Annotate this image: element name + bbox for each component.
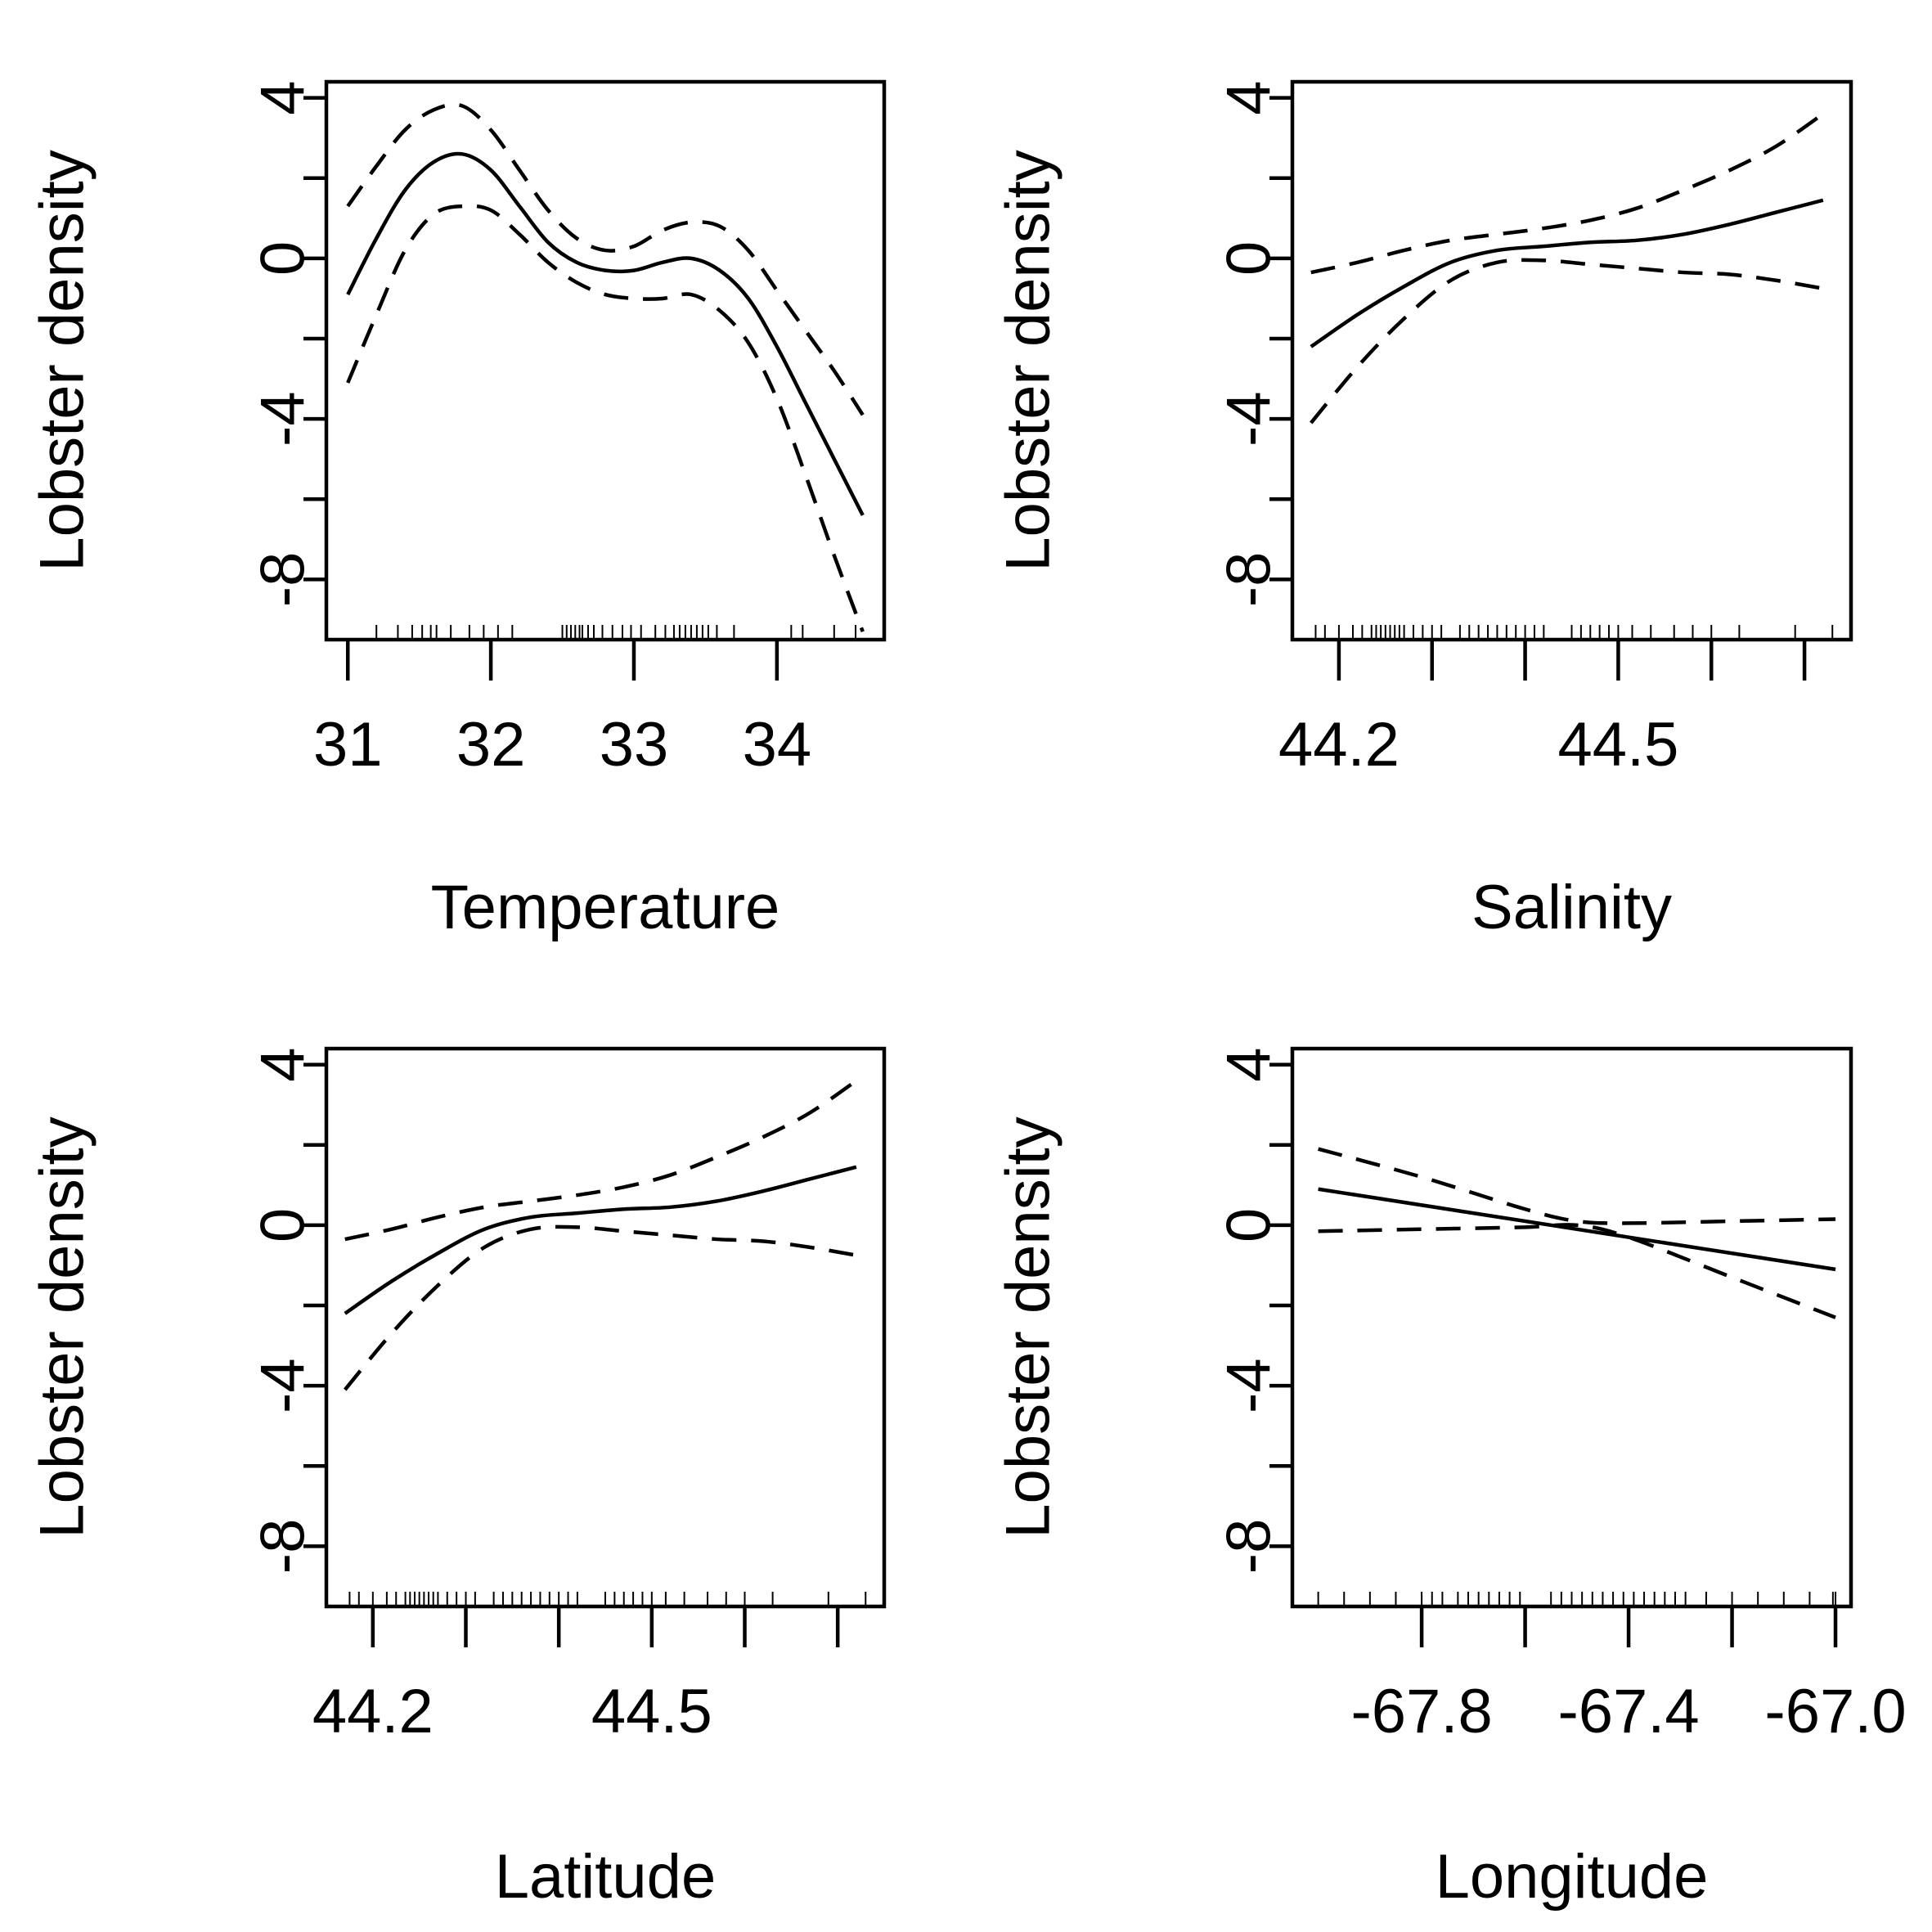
plot-frame (324, 1046, 887, 1609)
confidence-band-upper (344, 1079, 858, 1242)
y-tick-label: -8 (1215, 1519, 1284, 1575)
y-tick-label: 0 (1215, 241, 1284, 276)
y-tick-label: 4 (249, 80, 318, 115)
y-tick-label: -4 (1215, 1358, 1284, 1413)
y-tick-label: -8 (249, 552, 318, 608)
confidence-band-lower (1318, 1223, 1836, 1319)
x-tick-label: 33 (600, 710, 669, 780)
x-axis-label: Longitude (1436, 1842, 1709, 1912)
y-tick-label: 0 (249, 241, 318, 276)
y-tick-label: -4 (249, 1358, 318, 1413)
confidence-band-upper (1310, 112, 1825, 275)
smooth-fit-line (1318, 1187, 1836, 1272)
y-tick-label: -4 (249, 391, 318, 447)
x-tick-label: 31 (313, 710, 383, 780)
y-axis-label: Lobster density (28, 150, 97, 571)
y-tick-label: 4 (1215, 1047, 1284, 1081)
smooth-fit-line (346, 151, 865, 516)
x-axis-label: Salinity (1471, 873, 1672, 942)
panel-4: -8 -4 0 4 -67.8 -67.4 -67.0 Longitude Lobster de… (994, 1046, 1907, 1912)
y-axis-label: Lobster density (994, 150, 1063, 571)
x-tick-label: -67.8 (1350, 1677, 1492, 1746)
confidence-band-upper (346, 102, 865, 416)
panel-3: -8 -4 0 4 44.2 44.5 Latitude Lobster density (28, 1046, 887, 1912)
confidence-band-upper (1318, 1147, 1836, 1225)
y-tick-label: 0 (249, 1208, 318, 1242)
y-tick-label: -8 (249, 1519, 318, 1575)
x-tick-label: 32 (456, 710, 526, 780)
confidence-band-lower (343, 1224, 857, 1391)
x-tick-label: -67.4 (1557, 1677, 1699, 1746)
panel-1: -8 -4 0 4 31 32 33 34 Temperature Lobster density (28, 79, 887, 942)
y-tick-label: 4 (249, 1047, 318, 1081)
plot-frame (1290, 1046, 1853, 1609)
x-tick-label: 44.5 (591, 1677, 712, 1746)
confidence-band-lower (346, 204, 865, 632)
plot-frame (324, 79, 887, 642)
confidence-band-lower (1310, 258, 1824, 425)
y-axis-label: Lobster density (28, 1117, 97, 1538)
y-tick-label: -8 (1215, 552, 1284, 608)
plot-frame (1290, 79, 1853, 642)
x-axis-label: Temperature (431, 873, 780, 942)
y-axis-label: Lobster density (994, 1117, 1063, 1538)
x-tick-label: 34 (743, 710, 812, 780)
y-tick-label: -4 (1215, 391, 1284, 447)
smooth-fit-line (1310, 198, 1824, 348)
smooth-fit-line (344, 1165, 857, 1315)
x-axis-label: Latitude (495, 1842, 716, 1912)
x-tick-label: 44.2 (312, 1677, 434, 1746)
x-tick-label: 44.2 (1278, 710, 1400, 780)
x-tick-label: -67.0 (1764, 1677, 1906, 1746)
y-tick-label: 0 (1215, 1208, 1284, 1242)
y-tick-label: 4 (1215, 80, 1284, 115)
x-tick-label: 44.5 (1557, 710, 1678, 780)
panel-2: -8 -4 0 4 44.2 44.5 Salinity Lobster density (994, 79, 1853, 942)
